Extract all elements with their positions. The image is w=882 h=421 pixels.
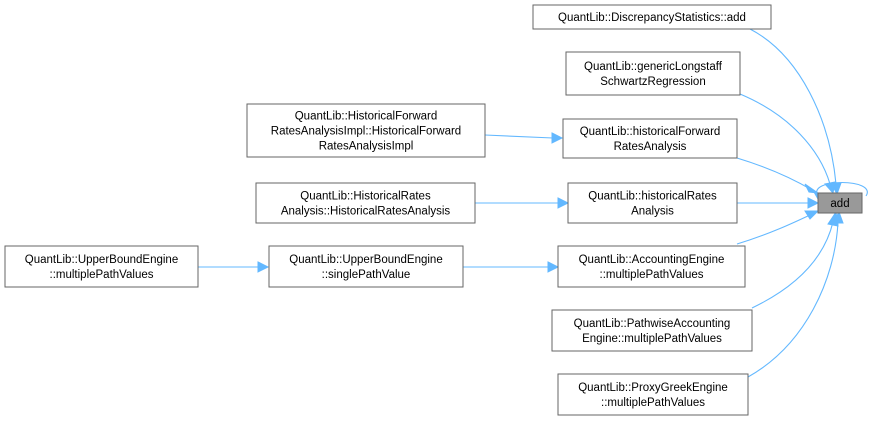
- node-label-line: QuantLib::ProxyGreekEngine: [578, 382, 728, 394]
- node-label-line: RatesAnalysisImpl::HistoricalForward: [271, 126, 461, 138]
- node-label-line: Analysis::HistoricalRatesAnalysis: [281, 206, 451, 218]
- edge-histratescls-histrates: [475, 197, 570, 209]
- node-add-focus[interactable]: add: [817, 192, 863, 214]
- node-label-line: QuantLib::HistoricalRates: [300, 191, 431, 203]
- node-discrepancy-add[interactable]: QuantLib::DiscrepancyStatistics::add: [532, 4, 772, 30]
- edge-histrates-add: [737, 197, 820, 209]
- node-label-line: ::singlePathValue: [322, 269, 411, 281]
- node-label-line: SchwartzRegression: [600, 76, 705, 88]
- node-accounting-engine[interactable]: QuantLib::AccountingEngine::multiplePath…: [557, 245, 746, 288]
- edge-histfwdimpl-histfwd: [484, 132, 564, 144]
- node-label-line: ::multiplePathValues: [600, 269, 704, 281]
- node-historical-rates-analysis-class[interactable]: QuantLib::HistoricalRatesAnalysis::Histo…: [255, 182, 476, 224]
- node-label-line: QuantLib::UpperBoundEngine: [289, 254, 442, 266]
- node-label-line: Engine::multiplePathValues: [582, 333, 722, 345]
- node-historical-forward-impl[interactable]: QuantLib::HistoricalForwardRatesAnalysis…: [246, 103, 486, 158]
- node-label-line: QuantLib::PathwiseAccounting: [574, 318, 731, 330]
- node-label-line: ::multiplePathValues: [50, 269, 154, 281]
- node-label-line: QuantLib::AccountingEngine: [579, 254, 725, 266]
- edge-ubemulti-ubesingle: [198, 261, 270, 273]
- node-label-line: QuantLib::historicalForward: [580, 126, 721, 138]
- node-upperbound-multiple[interactable]: QuantLib::UpperBoundEngine::multiplePath…: [4, 245, 199, 288]
- edge-ubesingle-accounting: [463, 261, 560, 273]
- node-label-line: Analysis: [631, 206, 674, 218]
- node-pathwise-accounting[interactable]: QuantLib::PathwiseAccountingEngine::mult…: [551, 309, 753, 352]
- node-label-line: QuantLib::DiscrepancyStatistics::add: [558, 12, 746, 24]
- node-label-line: QuantLib::HistoricalForward: [295, 111, 438, 123]
- node-upperbound-single[interactable]: QuantLib::UpperBoundEngine::singlePathVa…: [268, 245, 464, 288]
- node-label-line: RatesAnalysis: [614, 141, 687, 153]
- node-generic-longstaff[interactable]: QuantLib::genericLongstaffSchwartzRegres…: [565, 51, 741, 96]
- node-label-line: ::multiplePathValues: [601, 397, 705, 409]
- node-label-line: QuantLib::historicalRates: [588, 191, 717, 203]
- edge-longstaff-add: [739, 93, 836, 195]
- edge-accounting-add: [736, 210, 820, 245]
- node-proxy-greek-engine[interactable]: QuantLib::ProxyGreekEngine::multiplePath…: [557, 373, 749, 416]
- edge-proxygreek-add: [747, 210, 844, 378]
- node-label-line: QuantLib::UpperBoundEngine: [25, 254, 178, 266]
- edge-histfwd-add: [736, 157, 819, 194]
- node-label-line: QuantLib::genericLongstaff: [584, 61, 723, 73]
- node-label-line: RatesAnalysisImpl: [319, 141, 414, 153]
- edge-pathwise-add: [751, 210, 839, 309]
- edge-discrepancy-add: [749, 28, 842, 196]
- node-add-label: add: [830, 198, 849, 210]
